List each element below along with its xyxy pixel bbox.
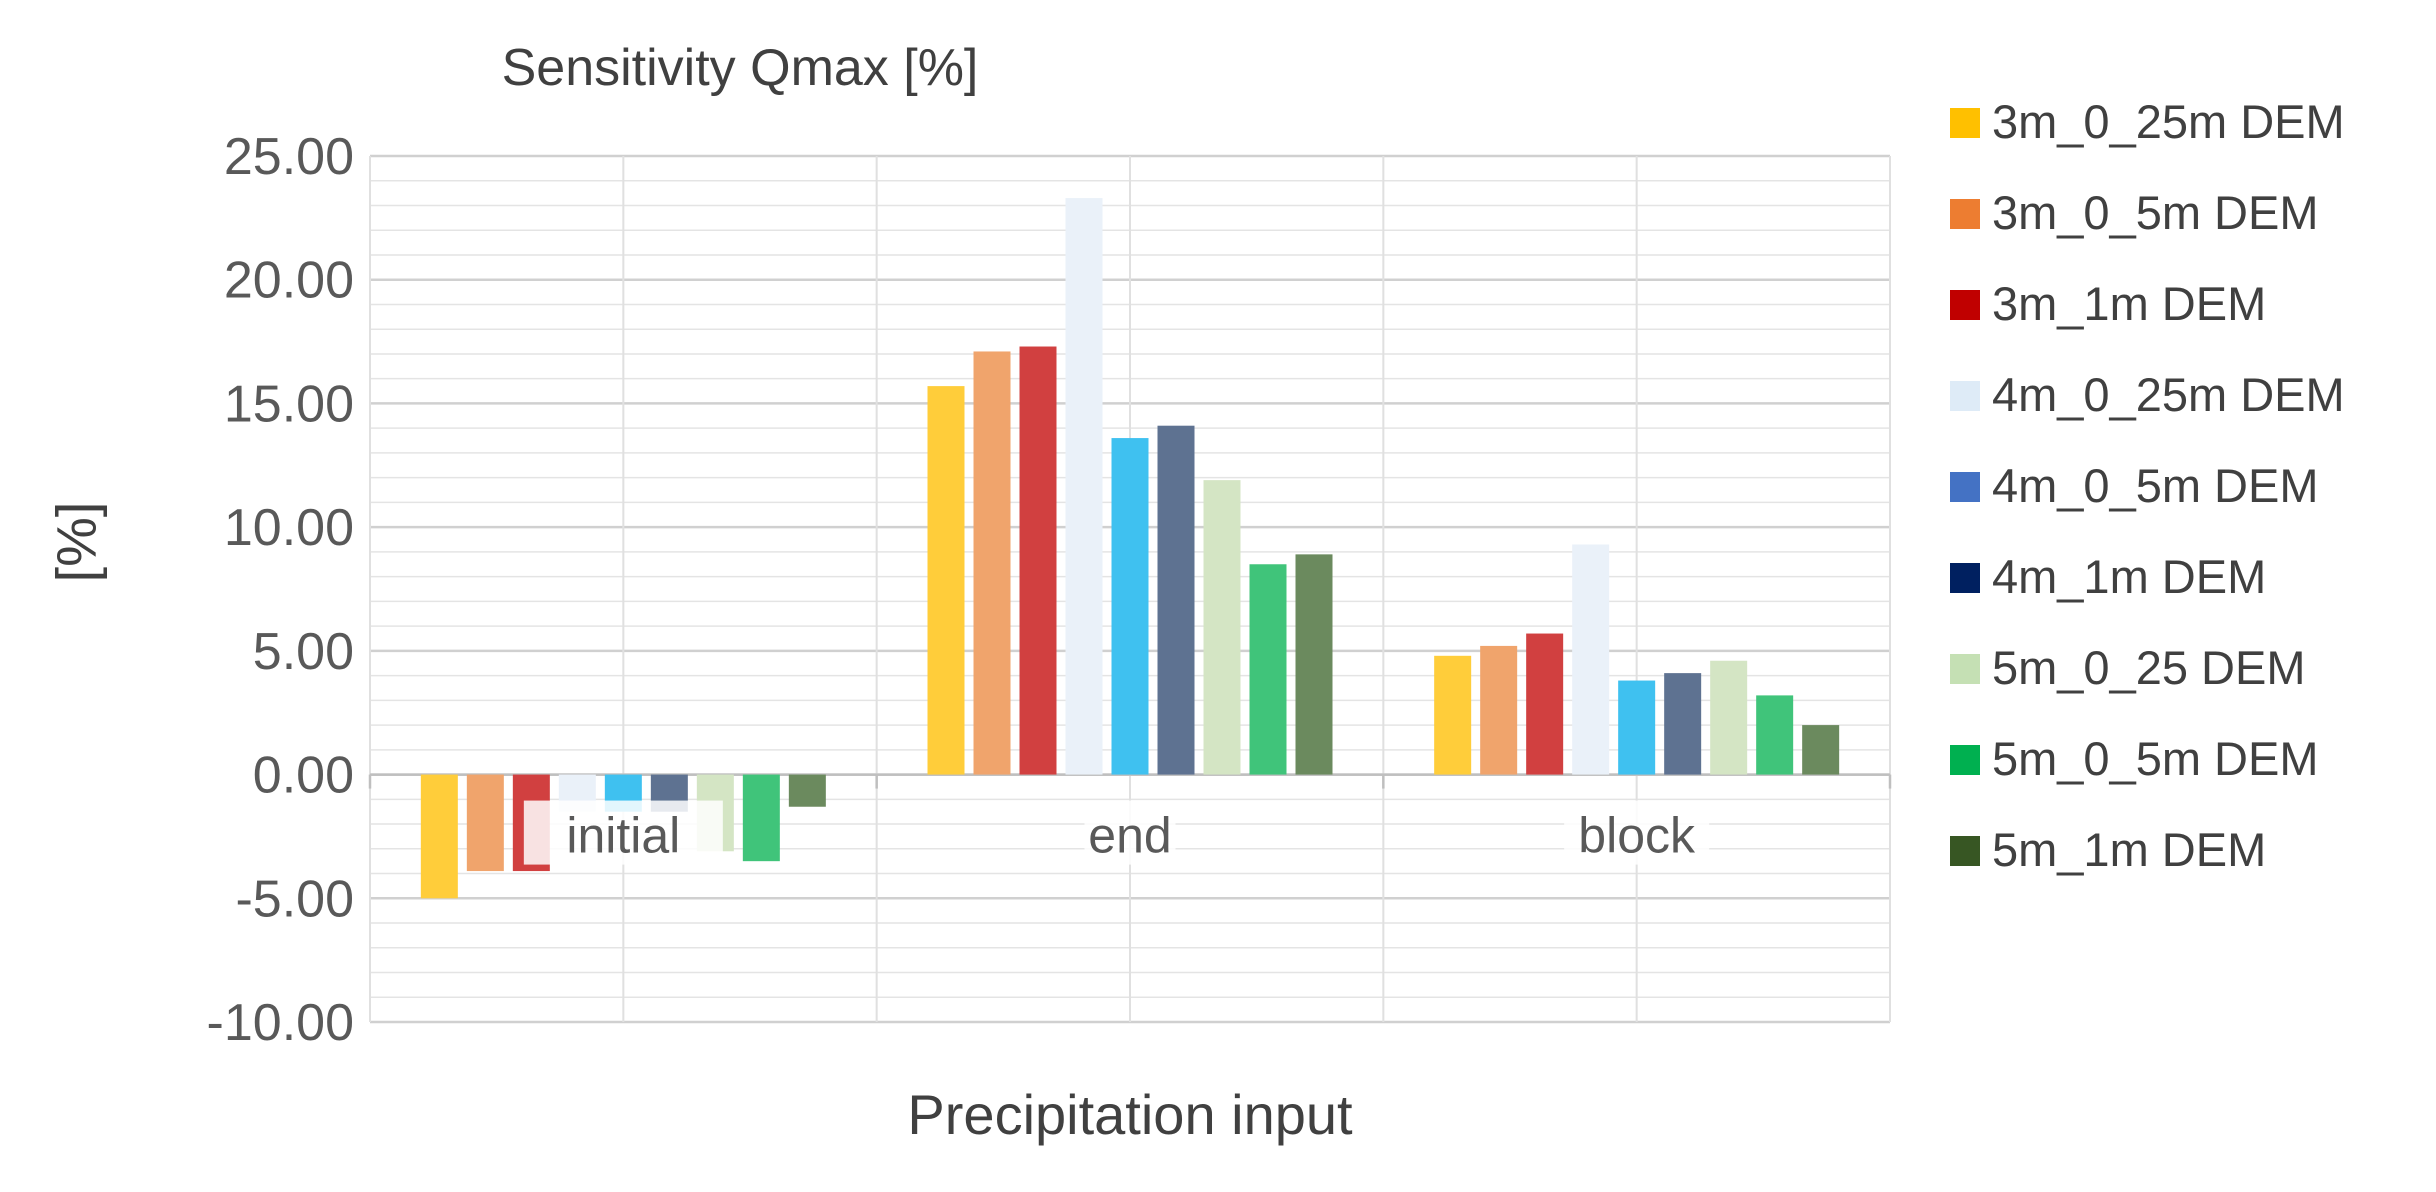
legend-item-label: 5m_0_5m DEM — [1992, 732, 2319, 785]
bar-block-3m_1m-DEM — [1526, 633, 1564, 775]
legend-item-label: 4m_0_5m DEM — [1992, 459, 2319, 512]
bar-block-4m_1m-DEM — [1664, 673, 1702, 775]
bar-initial-5m_1m-DEM — [788, 774, 826, 807]
legend-item-label: 4m_0_25m DEM — [1992, 368, 2345, 421]
bar-initial-5m_0_5m-DEM — [742, 774, 780, 862]
legend-item-label: 3m_1m DEM — [1992, 277, 2266, 330]
bar-end-3m_0_5m-DEM — [973, 351, 1011, 775]
y-tick-label: -10.00 — [207, 994, 354, 1052]
bar-block-3m_0_5m-DEM — [1480, 645, 1518, 775]
bar-block-3m_0_25m-DEM — [1434, 655, 1472, 775]
bar-end-5m_0_25-DEM — [1203, 480, 1241, 775]
legend-swatch — [1950, 563, 1980, 593]
legend-item-label: 3m_0_5m DEM — [1992, 186, 2319, 239]
bar-block-5m_1m-DEM — [1802, 725, 1840, 775]
chart-title: Sensitivity Qmax [%] — [501, 39, 979, 97]
bar-end-5m_1m-DEM — [1295, 554, 1333, 775]
legend-swatch — [1950, 745, 1980, 775]
legend-swatch — [1950, 381, 1980, 411]
y-tick-label: 0.00 — [253, 747, 354, 805]
bar-end-4m_0_25m-DEM — [1065, 198, 1103, 775]
legend-item-label: 5m_0_25 DEM — [1992, 641, 2306, 694]
y-tick-label: 10.00 — [224, 499, 354, 557]
bar-block-4m_0_25m-DEM — [1572, 544, 1610, 775]
legend-item-label: 4m_1m DEM — [1992, 550, 2266, 603]
y-tick-label: -5.00 — [235, 870, 354, 928]
bar-block-5m_0_25-DEM — [1710, 660, 1748, 775]
category-label-end: end — [1088, 808, 1171, 864]
legend-swatch — [1950, 199, 1980, 229]
bar-end-4m_1m-DEM — [1157, 425, 1195, 775]
category-label-bg — [1084, 800, 1176, 865]
legend-item-label: 5m_1m DEM — [1992, 823, 2266, 876]
bar-end-3m_1m-DEM — [1019, 346, 1057, 775]
legend-item-label: 3m_0_25m DEM — [1992, 95, 2345, 148]
bar-initial-3m_0_25m-DEM — [420, 774, 458, 899]
bar-end-3m_0_25m-DEM — [927, 386, 965, 775]
y-tick-label: 5.00 — [253, 623, 354, 681]
bar-initial-3m_0_5m-DEM — [466, 774, 504, 872]
legend-swatch — [1950, 836, 1980, 866]
y-tick-label: 25.00 — [224, 128, 354, 186]
category-label-block: block — [1578, 808, 1696, 864]
legend-swatch — [1950, 108, 1980, 138]
bar-block-4m_0_5m-DEM — [1618, 680, 1656, 775]
y-tick-label: 15.00 — [224, 375, 354, 433]
y-tick-label: 20.00 — [224, 252, 354, 310]
category-label-initial: initial — [566, 808, 680, 864]
category-label-bg — [1564, 800, 1710, 865]
bar-end-4m_0_5m-DEM — [1111, 438, 1149, 775]
legend-swatch — [1950, 472, 1980, 502]
x-axis-label: Precipitation input — [907, 1083, 1353, 1146]
category-label-bg — [523, 800, 723, 865]
bar-end-5m_0_5m-DEM — [1249, 564, 1287, 775]
bar-block-5m_0_5m-DEM — [1756, 695, 1794, 775]
legend-swatch — [1950, 290, 1980, 320]
legend-swatch — [1950, 654, 1980, 684]
